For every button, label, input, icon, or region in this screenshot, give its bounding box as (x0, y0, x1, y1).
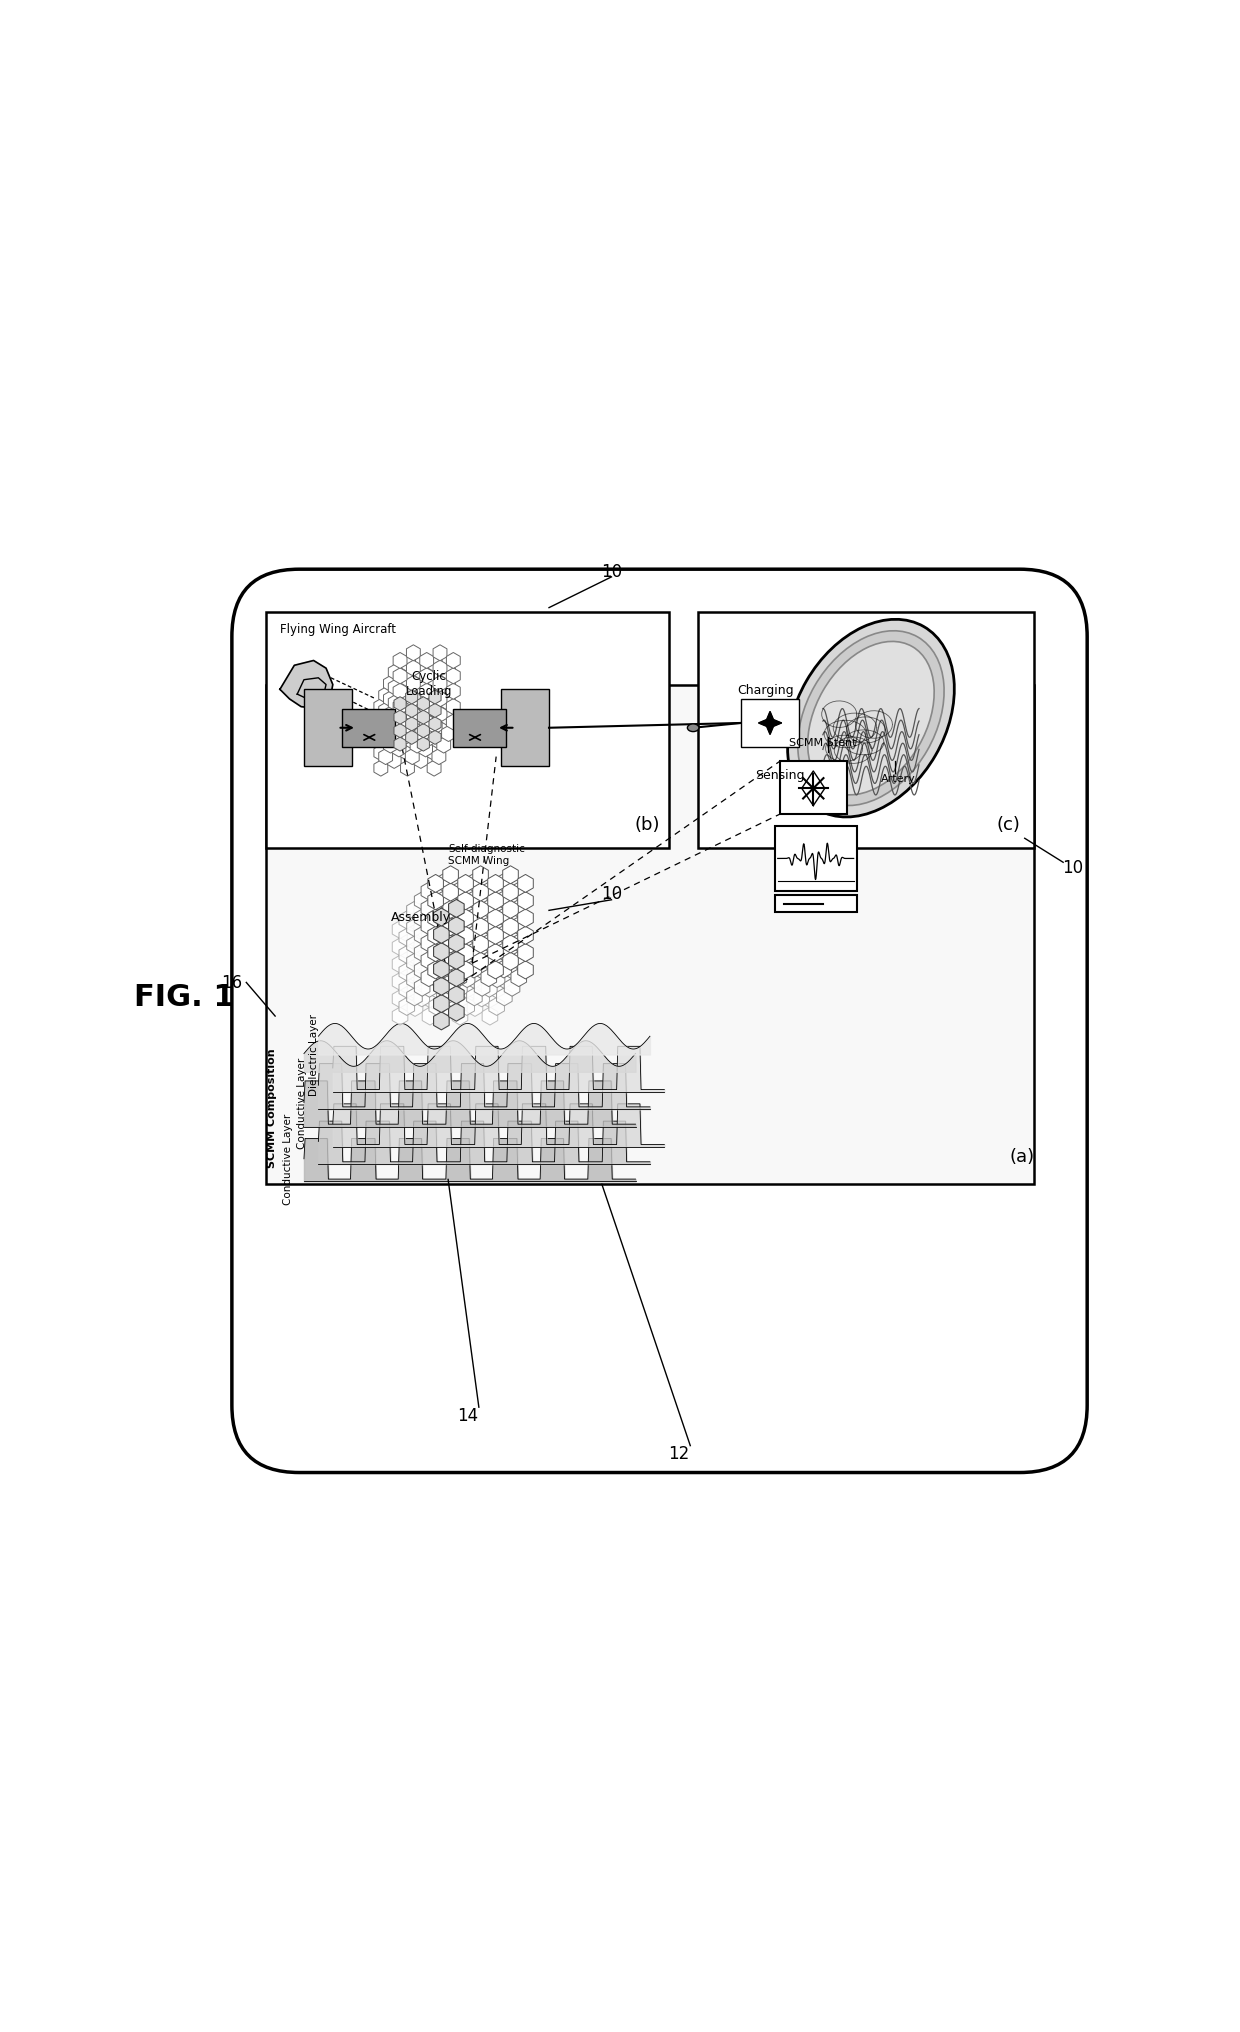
Bar (304, 691, 352, 766)
Ellipse shape (817, 650, 925, 786)
Bar (698, 614, 1034, 849)
Text: Charging: Charging (737, 683, 794, 697)
Text: Conductive Layer: Conductive Layer (283, 1114, 293, 1205)
Text: (a): (a) (1009, 1148, 1034, 1166)
Polygon shape (759, 711, 781, 736)
Text: 10: 10 (601, 563, 622, 581)
Bar (742, 699, 799, 748)
Text: Cyclic
Loading: Cyclic Loading (405, 671, 453, 697)
Text: 14: 14 (456, 1406, 477, 1424)
Bar (265, 685, 1034, 1185)
Bar (342, 709, 396, 748)
Text: 12: 12 (668, 1445, 689, 1463)
Text: 16: 16 (221, 973, 243, 992)
Text: 10: 10 (1063, 860, 1084, 876)
Text: Artery: Artery (880, 774, 915, 784)
Text: Self-diagnostic
SCMM Wing: Self-diagnostic SCMM Wing (448, 843, 525, 866)
Text: FIG. 1: FIG. 1 (134, 983, 234, 1012)
Text: Sensing: Sensing (755, 768, 805, 780)
Text: Assembly: Assembly (391, 910, 450, 923)
Bar (501, 691, 549, 766)
Text: (b): (b) (634, 817, 660, 833)
Bar (265, 614, 670, 849)
Ellipse shape (797, 632, 944, 807)
FancyBboxPatch shape (232, 569, 1087, 1473)
Text: Conductive Layer: Conductive Layer (298, 1057, 308, 1148)
Bar (780, 762, 847, 815)
Text: 10: 10 (601, 884, 622, 902)
Ellipse shape (807, 642, 934, 795)
Text: SCMM Stent: SCMM Stent (789, 738, 857, 748)
Text: Dielectric Layer: Dielectric Layer (309, 1014, 319, 1095)
Text: SCMM Composition: SCMM Composition (268, 1049, 278, 1168)
Bar (453, 709, 506, 748)
Bar (775, 896, 857, 912)
Text: Flying Wing Aircraft: Flying Wing Aircraft (280, 622, 396, 636)
Ellipse shape (687, 725, 699, 732)
Text: (c): (c) (996, 817, 1019, 833)
Bar (775, 827, 857, 892)
Polygon shape (280, 660, 332, 709)
Polygon shape (298, 679, 326, 701)
Ellipse shape (787, 620, 955, 817)
